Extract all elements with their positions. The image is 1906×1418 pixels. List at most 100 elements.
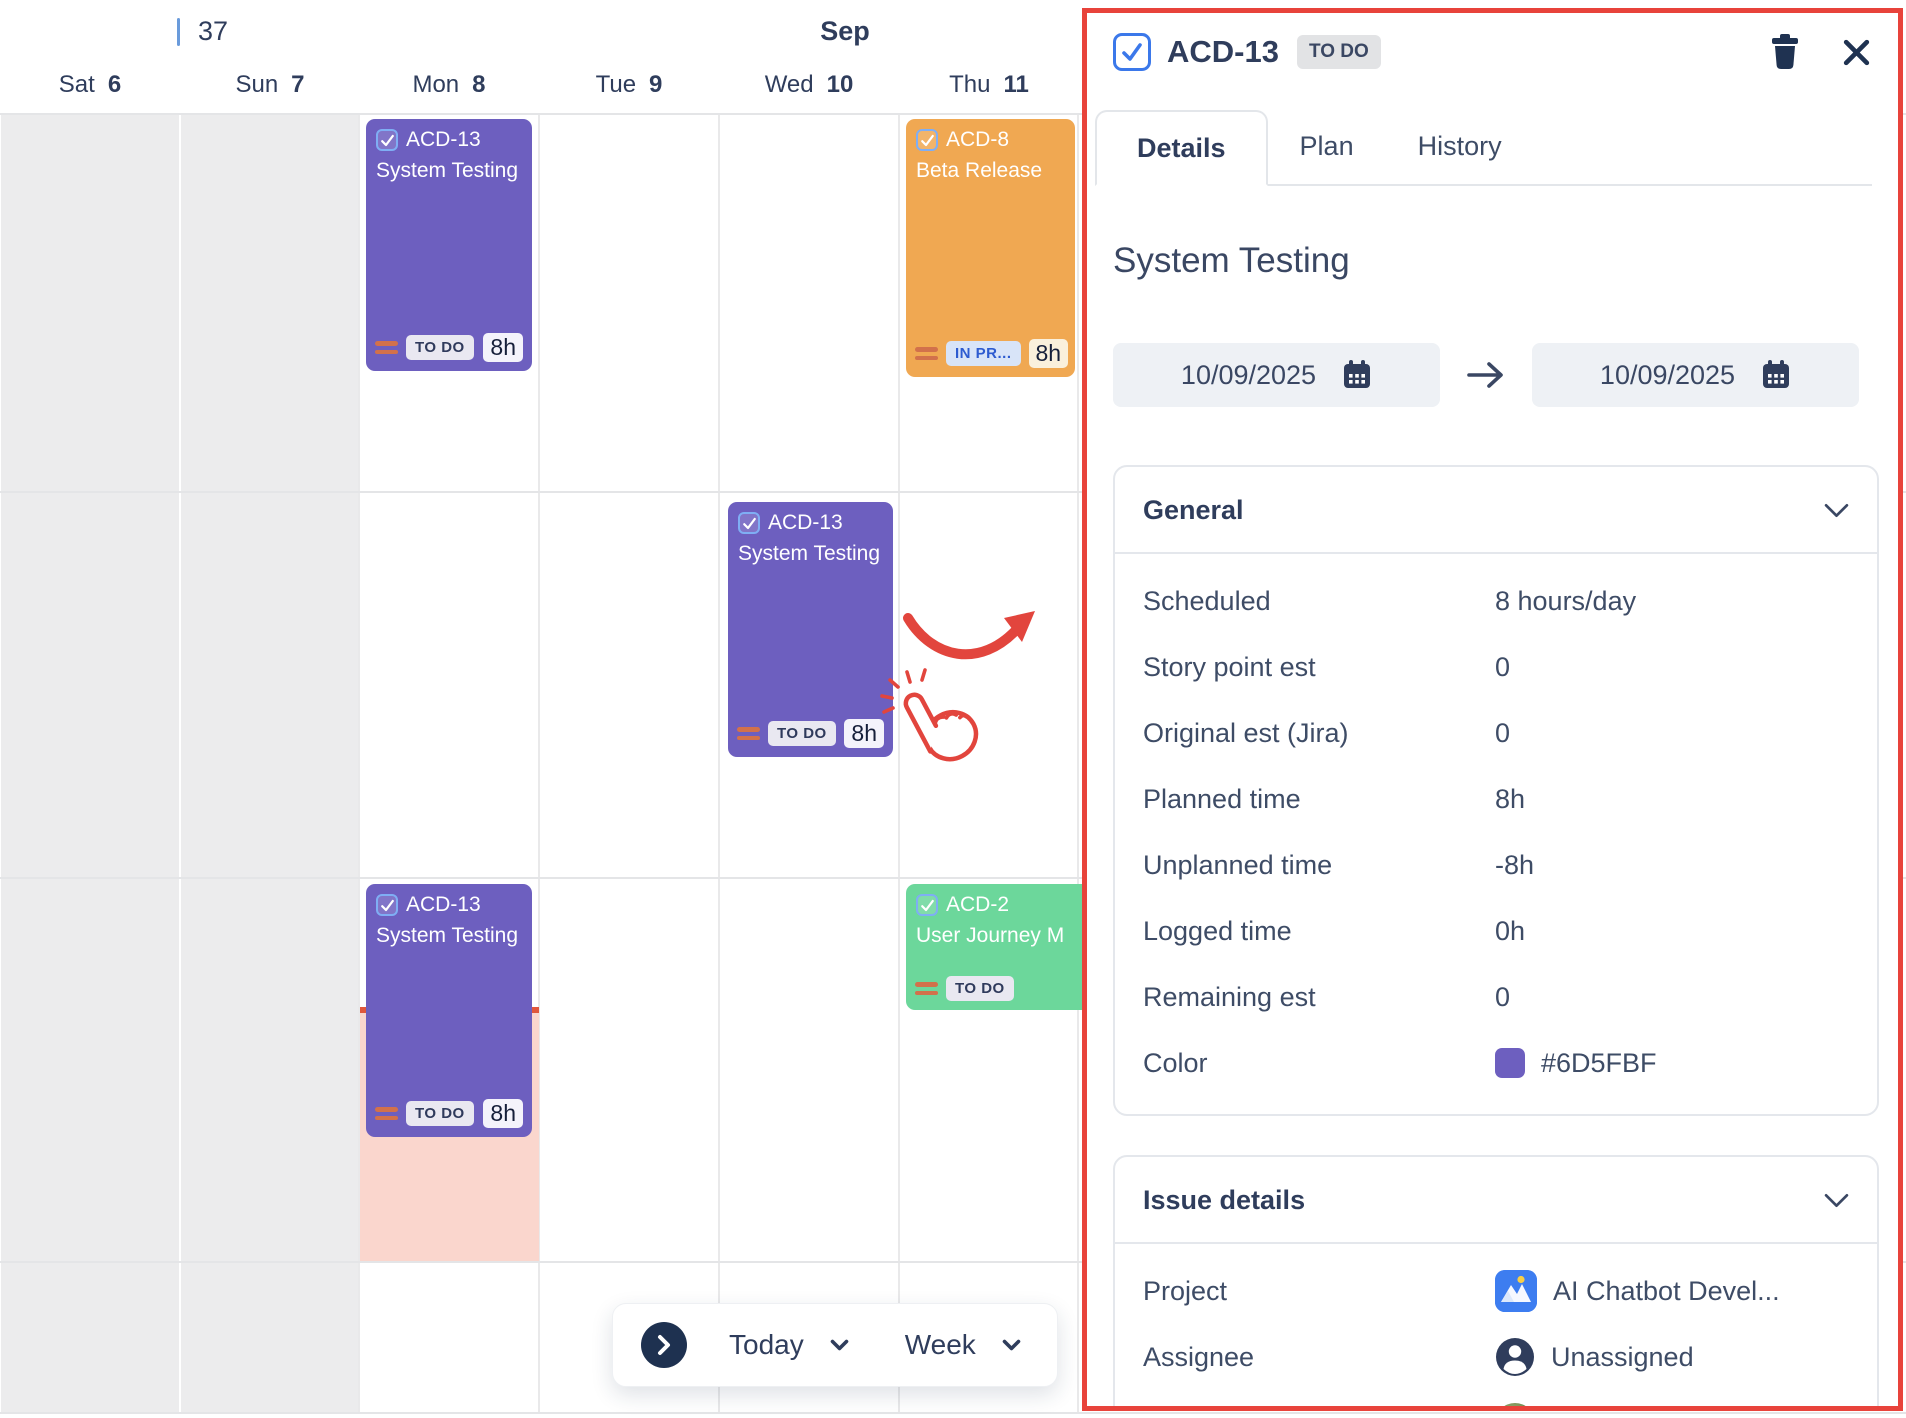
status-pill: TO DO (406, 335, 474, 360)
day-header-thu: Thu 11 (949, 71, 1029, 98)
panel-header: ACD-13 TO DO (1113, 33, 1872, 71)
detail-row: Story point est 0 (1143, 651, 1511, 682)
chevron-right-icon (658, 1335, 670, 1355)
detail-row: Scheduled 8 hours/day (1143, 585, 1637, 616)
priority-medium-icon (737, 727, 760, 740)
color-swatch[interactable] (1495, 1048, 1525, 1078)
project-row: Project AI Chatbot Devel... (1143, 1258, 1849, 1324)
grid-line (718, 114, 720, 1413)
day-header-tue: Tue 9 (595, 71, 663, 98)
task-checkbox-icon[interactable] (916, 894, 938, 916)
general-section: General Scheduled 8 hours/day Story point… (1113, 465, 1879, 1116)
grid-line (358, 114, 360, 1413)
trash-icon (1772, 34, 1798, 69)
grid-line (0, 113, 1906, 115)
panel-tabs: Details Plan History (1095, 108, 1872, 186)
task-checkbox-icon[interactable] (376, 129, 398, 151)
grid-line (538, 114, 540, 1413)
event-key: ACD-13 (768, 511, 843, 534)
detail-row: Logged time 0h (1143, 915, 1526, 946)
task-checkbox-icon[interactable] (738, 512, 760, 534)
end-date-value: 10/09/2025 (1599, 359, 1736, 390)
issue-detail-panel: ACD-13 TO DO (1082, 8, 1903, 1411)
reporter-avatar (1495, 1403, 1535, 1406)
priority-medium-icon (375, 341, 398, 354)
event-card-acd13-mon[interactable]: ACD-13 System Testing TO DO 8h (366, 119, 532, 371)
grid-line (898, 114, 900, 1413)
start-date-value: 10/09/2025 (1180, 359, 1317, 390)
view-mode-button[interactable]: Week (904, 1329, 976, 1360)
event-key: ACD-13 (406, 128, 481, 151)
chevron-down-icon (1824, 1193, 1849, 1208)
start-date-field[interactable]: 10/09/2025 (1113, 343, 1440, 407)
tab-plan[interactable]: Plan (1299, 130, 1354, 161)
calendar-toolbar: Today Week (612, 1303, 1058, 1387)
event-card-acd2-thu[interactable]: ACD-2 User Journey M TO DO (906, 884, 1082, 1010)
hours-badge: 8h (1028, 339, 1069, 368)
event-card-acd13-mon-row3[interactable]: ACD-13 System Testing TO DO 8h (366, 884, 532, 1137)
project-avatar-icon (1495, 1270, 1537, 1312)
grid-line (0, 1412, 1906, 1414)
status-pill: IN PR... (946, 341, 1021, 366)
detail-row: Unplanned time -8h (1143, 849, 1535, 880)
issue-key: ACD-13 (1167, 34, 1279, 69)
day-header-wed: Wed 10 (764, 71, 854, 98)
close-button[interactable] (1841, 37, 1872, 68)
hours-badge: 8h (483, 333, 523, 362)
detail-row: Original est (Jira) 0 (1143, 717, 1511, 748)
arrow-right-icon (1466, 360, 1506, 390)
general-section-header[interactable]: General (1115, 467, 1877, 554)
grid-line (0, 491, 1906, 493)
date-range: 10/09/2025 10/09/2025 (1113, 343, 1872, 407)
today-dropdown-chevron-icon[interactable] (830, 1339, 849, 1351)
week-number-label: 37 (198, 16, 229, 46)
priority-medium-icon (915, 982, 938, 995)
grid-line (1077, 114, 1079, 1413)
status-pill: TO DO (946, 976, 1014, 1001)
event-key: ACD-8 (946, 128, 1010, 151)
month-label: Sep (820, 16, 870, 46)
next-period-button[interactable] (641, 1322, 687, 1368)
status-pill: TO DO (406, 1101, 474, 1126)
calendar-icon (1763, 360, 1790, 388)
tab-history[interactable]: History (1417, 130, 1502, 161)
hours-badge: 8h (483, 1099, 523, 1128)
priority-medium-icon (375, 1107, 398, 1120)
event-key: ACD-13 (406, 893, 481, 916)
view-dropdown-chevron-icon[interactable] (1002, 1339, 1021, 1351)
detail-row: Remaining est 0 (1143, 981, 1511, 1012)
hours-badge: 8h (844, 719, 884, 748)
issue-details-section-header[interactable]: Issue details (1115, 1157, 1877, 1244)
day-header-mon: Mon 8 (412, 71, 486, 98)
day-header-sun: Sun 7 (235, 71, 305, 98)
calendar-icon (1344, 360, 1371, 388)
unassigned-avatar-icon (1496, 1338, 1534, 1376)
color-hex-value: #6D5FBF (1541, 1047, 1657, 1078)
event-title: System Testing (376, 924, 519, 947)
assignee-row: Assignee Unassigned (1143, 1324, 1849, 1390)
event-title: System Testing (738, 542, 881, 565)
issue-status-badge: TO DO (1296, 35, 1381, 69)
today-button[interactable]: Today (729, 1329, 804, 1360)
event-card-acd8-thu[interactable]: ACD-8 Beta Release IN PR... 8h (906, 119, 1075, 377)
issue-details-section: Issue details Project AI Chat (1113, 1155, 1879, 1406)
task-checkbox-icon[interactable] (376, 894, 398, 916)
week-marker-bar (177, 17, 180, 46)
end-date-field[interactable]: 10/09/2025 (1532, 343, 1859, 407)
close-icon (1843, 39, 1870, 65)
priority-medium-icon (915, 347, 938, 360)
task-checkbox-icon[interactable] (916, 129, 938, 151)
week-number: 37 (177, 16, 228, 47)
issue-title: System Testing (1113, 241, 1350, 280)
annotation-curved-arrow (903, 611, 1035, 660)
annotation-click-hand-icon (880, 668, 979, 762)
event-card-acd13-wed[interactable]: ACD-13 System Testing TO DO 8h (728, 502, 893, 757)
day-header-sat: Sat 6 (58, 71, 122, 98)
color-row: Color #6D5FBF (1143, 1047, 1657, 1078)
weekend-column-sat (1, 114, 179, 1413)
delete-button[interactable] (1769, 34, 1801, 70)
chevron-down-icon (1824, 503, 1849, 518)
issue-checkbox-icon[interactable] (1113, 33, 1151, 71)
tab-details[interactable]: Details (1095, 110, 1268, 186)
